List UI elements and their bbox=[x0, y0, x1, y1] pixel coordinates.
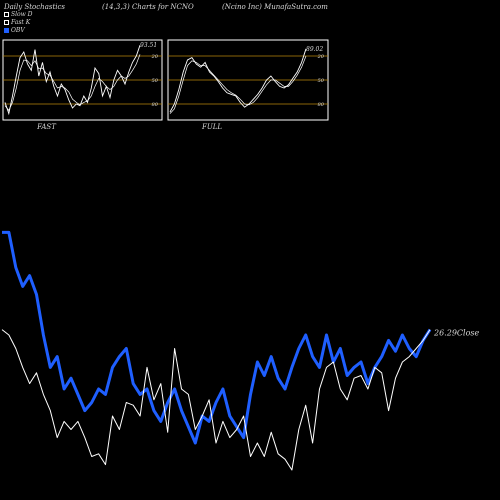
fast-panel-title: FAST bbox=[36, 123, 57, 131]
close-last-value-label: 26.29Close bbox=[433, 329, 480, 338]
legend-item-fast-k: Fast K bbox=[4, 19, 30, 26]
fast-series-line bbox=[4, 54, 141, 112]
legend-label-obv: OBV bbox=[11, 27, 25, 34]
full-series-line bbox=[169, 55, 307, 114]
fast-tick-label: 20 bbox=[151, 54, 159, 60]
legend-swatch-slow-d bbox=[4, 12, 9, 17]
header-left: Daily Stochastics bbox=[4, 3, 66, 11]
full-panel-title: FULL bbox=[201, 123, 222, 131]
header-right: (Ncino Inc) MunafaSutra.com bbox=[222, 3, 328, 11]
full-tick-label: 80 bbox=[318, 102, 325, 108]
header-center: (14,3,3) Charts for NCNO bbox=[102, 3, 194, 11]
fast-tick-label: 50 bbox=[152, 78, 159, 84]
legend-swatch-obv bbox=[4, 28, 9, 33]
close-line bbox=[1, 329, 431, 471]
full-tick-label: 20 bbox=[317, 54, 325, 60]
legend-swatch-fast-k bbox=[4, 20, 9, 25]
legend-label-fast-k: Fast K bbox=[11, 19, 31, 26]
obv-line bbox=[2, 230, 432, 445]
fast-tick-label: 80 bbox=[152, 102, 159, 108]
legend-label-slow-d: Slow D bbox=[11, 11, 33, 18]
legend-item-slow-d: Slow D bbox=[4, 11, 33, 18]
full-tick-label: 50 bbox=[318, 78, 325, 84]
fast-last-value-label: 93.51 bbox=[140, 42, 157, 49]
full-last-value-label: 89.02 bbox=[306, 46, 323, 53]
legend-item-obv: OBV bbox=[4, 27, 25, 34]
full-series-line bbox=[169, 48, 307, 113]
fast-series-line bbox=[4, 45, 141, 116]
